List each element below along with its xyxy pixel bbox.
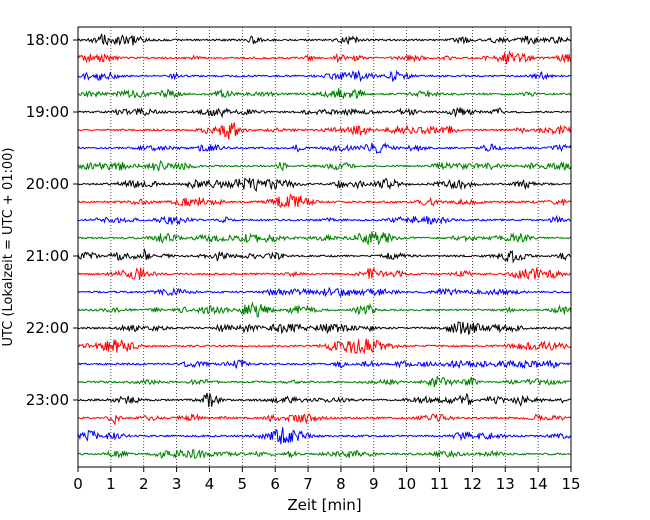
seismogram-trace: [77, 33, 572, 47]
x-tick-label: 13: [496, 475, 515, 493]
seismogram-trace: [77, 69, 572, 83]
x-tick-label: 10: [397, 475, 416, 493]
y-ticks: 18:00 19:00 20:00 21:00 22:00 23:00: [26, 31, 78, 409]
seismogram-trace: [77, 193, 572, 208]
seismogram-trace: [77, 359, 572, 370]
y-tick-label: 21:00: [26, 247, 69, 265]
seismogram-trace: [77, 376, 572, 388]
x-tick-label: 0: [73, 475, 83, 493]
seismogram-trace: [77, 286, 572, 298]
seismogram-trace: [77, 177, 572, 193]
x-axis-label: Zeit [min]: [287, 496, 361, 514]
seismogram-trace: [77, 88, 572, 100]
x-tick-label: 3: [172, 475, 182, 493]
seismogram-trace: [77, 214, 572, 226]
x-tick-label: 1: [106, 475, 116, 493]
seismogram-trace: [77, 142, 572, 154]
plot-frame: [77, 26, 572, 468]
seismogram-trace: [77, 231, 572, 246]
x-tick-label: 11: [430, 475, 449, 493]
y-tick-label: 20:00: [26, 175, 69, 193]
x-tick-label: 12: [463, 475, 482, 493]
y-axis-label: UTC (Lokalzeit = UTC + 01:00): [1, 148, 16, 347]
seismogram-trace: [77, 338, 572, 355]
seismogram-trace: [77, 321, 572, 336]
x-tick-label: 5: [238, 475, 248, 493]
x-tick-label: 15: [561, 475, 580, 493]
x-tick-label: 8: [336, 475, 346, 493]
y-tick-label: 22:00: [26, 319, 69, 337]
seismogram-trace: [77, 266, 572, 281]
seismogram-trace: [77, 301, 572, 318]
seismogram-trace: [77, 106, 572, 119]
y-tick-label: 19:00: [26, 103, 69, 121]
x-tick-label: 9: [369, 475, 379, 493]
seismogram-trace: [77, 159, 572, 172]
seismogram-trace: [77, 247, 572, 264]
seismogram-trace: [77, 413, 572, 427]
seismogram-trace: [77, 392, 572, 408]
y-tick-label: 18:00: [26, 31, 69, 49]
x-ticks: 0 1 2 3 4 5 6 7 8 9 10 11 12 13 14 15: [73, 467, 581, 493]
x-tick-label: 7: [303, 475, 313, 493]
x-tick-label: 14: [529, 475, 548, 493]
seismogram-trace: [77, 122, 572, 140]
seismogram-trace: [77, 427, 572, 445]
seismogram-trace: [77, 448, 572, 460]
x-tick-label: 4: [205, 475, 215, 493]
trace-layer: [77, 33, 572, 460]
seismogram-trace: [77, 50, 572, 65]
x-tick-label: 2: [139, 475, 149, 493]
y-tick-label: 23:00: [26, 391, 69, 409]
x-tick-label: 6: [270, 475, 280, 493]
